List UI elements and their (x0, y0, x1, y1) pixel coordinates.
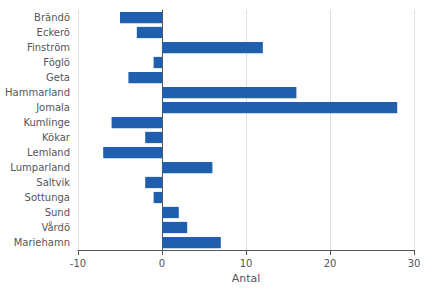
svg-text:20: 20 (324, 258, 337, 269)
svg-text:Lemland: Lemland (27, 147, 70, 158)
svg-text:Kumlinge: Kumlinge (23, 117, 70, 128)
svg-text:Sottunga: Sottunga (25, 192, 70, 203)
svg-text:Sund: Sund (45, 207, 70, 218)
svg-text:Eckerö: Eckerö (37, 27, 70, 38)
svg-text:-10: -10 (70, 258, 86, 269)
svg-text:Geta: Geta (46, 72, 70, 83)
svg-text:Föglö: Föglö (43, 57, 70, 68)
svg-text:30: 30 (408, 258, 421, 269)
svg-text:Antal: Antal (232, 272, 261, 285)
svg-text:Kökar: Kökar (42, 132, 71, 143)
svg-text:0: 0 (159, 258, 165, 269)
svg-text:Lumparland: Lumparland (10, 162, 70, 173)
svg-text:Mariehamn: Mariehamn (14, 237, 70, 248)
svg-text:Jomala: Jomala (35, 102, 70, 113)
svg-text:Brändö: Brändö (34, 12, 70, 23)
svg-text:Hammarland: Hammarland (5, 87, 70, 98)
svg-text:Vårdö: Vårdö (41, 221, 70, 233)
svg-text:Finström: Finström (27, 42, 70, 53)
svg-text:Saltvik: Saltvik (36, 177, 70, 188)
svg-text:10: 10 (240, 258, 253, 269)
